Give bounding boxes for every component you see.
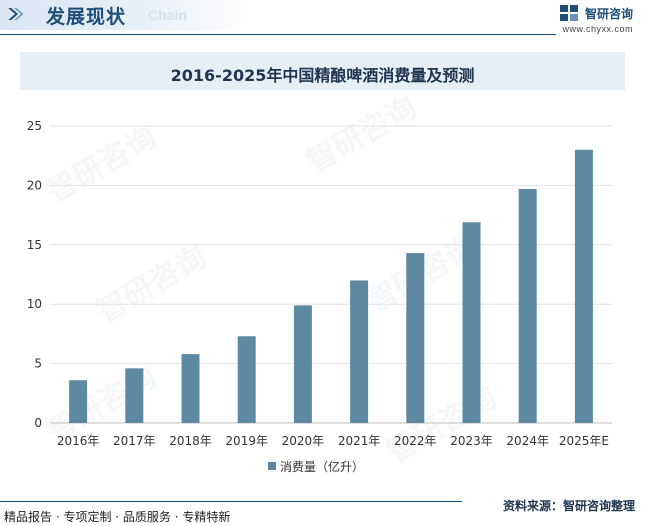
y-tick-label: 0	[34, 416, 42, 430]
y-tick-label: 15	[27, 238, 42, 252]
x-tick-label: 2020年	[282, 434, 325, 448]
brand-logo-icon	[559, 5, 578, 21]
x-tick-label: 2016年	[57, 434, 100, 448]
bar	[125, 368, 144, 423]
header-banner	[0, 0, 250, 30]
x-tick-label: 2022年	[394, 434, 437, 448]
footer-tagline: 精品报告 · 专项定制 · 品质服务 · 专精特新	[4, 510, 231, 524]
bar	[69, 380, 88, 423]
bar	[293, 305, 312, 423]
x-tick-label: 2025年E	[559, 434, 609, 448]
bar	[350, 280, 369, 423]
brand: 智研咨询	[559, 3, 633, 23]
header-divider	[0, 34, 556, 35]
legend-swatch	[268, 462, 276, 470]
bar	[462, 222, 481, 423]
section-subtitle: Chain	[148, 7, 187, 23]
x-tick-label: 2024年	[506, 434, 549, 448]
footer-divider	[0, 501, 462, 502]
x-tick-label: 2018年	[169, 434, 212, 448]
bar	[518, 188, 537, 423]
x-tick-label: 2021年	[338, 434, 381, 448]
double-chevron-icon	[8, 8, 24, 20]
brand-name: 智研咨询	[584, 7, 633, 21]
legend-label: 消费量（亿升）	[280, 459, 364, 474]
chart-title-box: 2016-2025年中国精酿啤酒消费量及预测	[20, 52, 625, 90]
chart-title: 2016-2025年中国精酿啤酒消费量及预测	[170, 66, 475, 85]
x-tick-label: 2019年	[225, 434, 268, 448]
x-tick-label: 2023年	[450, 434, 493, 448]
bar	[574, 149, 593, 423]
x-tick-label: 2017年	[113, 434, 156, 448]
bar	[237, 336, 256, 423]
brand-url: www.chyxx.com	[562, 24, 633, 34]
page-header: 发展现状 Chain 智研咨询 www.chyxx.com	[0, 0, 647, 36]
bar	[181, 354, 200, 423]
y-tick-label: 20	[27, 178, 42, 192]
y-tick-label: 10	[27, 297, 42, 311]
section-title: 发展现状	[46, 6, 127, 28]
bar	[406, 253, 425, 423]
y-tick-label: 25	[27, 119, 42, 133]
y-tick-label: 5	[34, 357, 42, 371]
data-source: 资料来源：智研咨询整理	[502, 499, 635, 513]
